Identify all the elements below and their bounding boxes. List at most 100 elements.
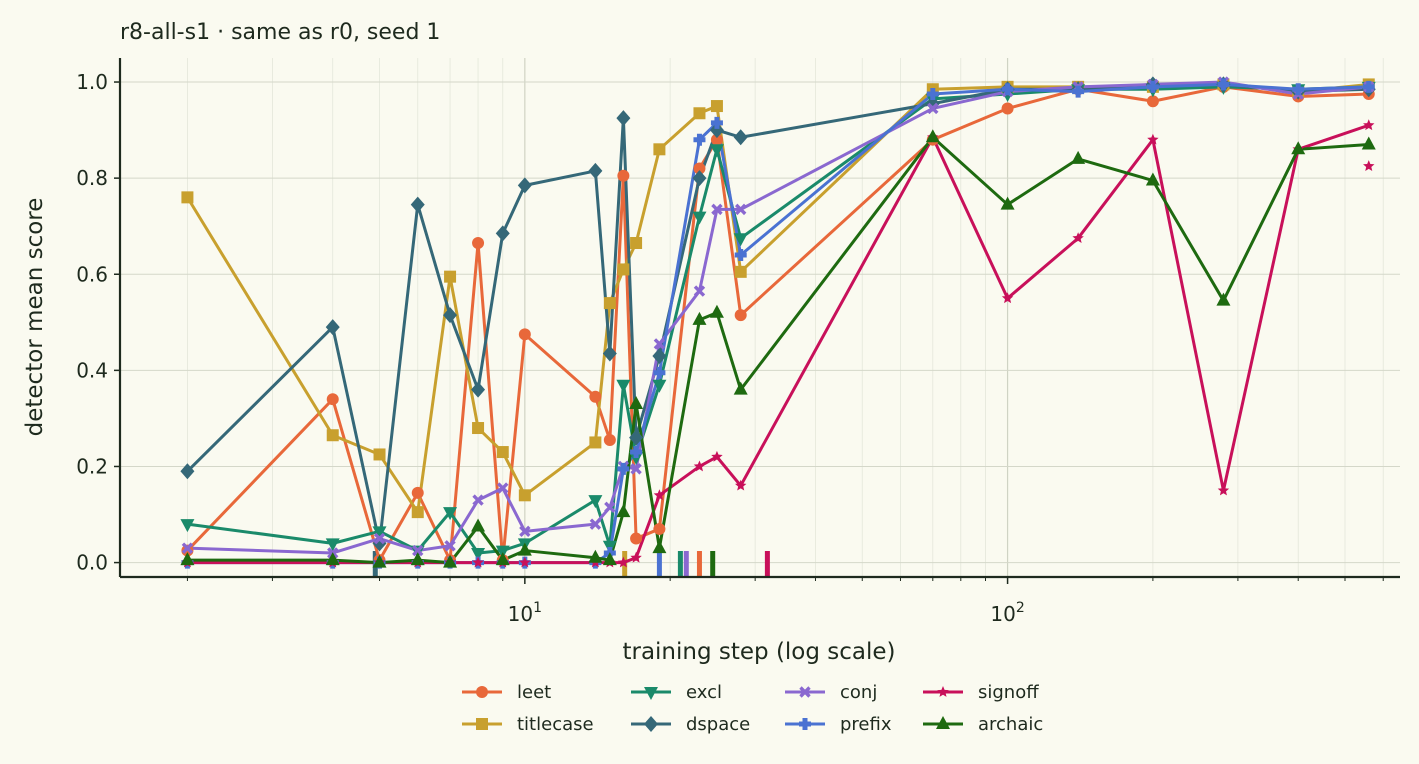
data-point	[653, 143, 666, 156]
data-point	[693, 460, 706, 472]
x-ticks: 101 102	[186, 577, 1384, 626]
data-point	[1072, 85, 1085, 98]
data-point	[629, 429, 644, 446]
data-point	[1071, 150, 1086, 164]
data-point	[412, 544, 424, 557]
data-point	[936, 716, 950, 729]
data-point	[495, 545, 510, 559]
data-point	[476, 718, 488, 730]
data-point	[709, 122, 724, 139]
data-point	[1217, 484, 1230, 496]
data-point	[617, 556, 630, 568]
x-axis-label: training step (log scale)	[622, 639, 895, 665]
data-point	[589, 436, 602, 449]
data-point	[926, 88, 939, 101]
data-point	[471, 381, 486, 398]
data-point	[325, 319, 340, 336]
data-point	[937, 686, 949, 697]
data-point	[372, 535, 387, 552]
data-point	[1216, 292, 1231, 306]
data-point	[411, 506, 424, 519]
data-point	[495, 552, 510, 566]
data-point	[496, 446, 509, 459]
data-point	[733, 129, 748, 146]
data-point	[444, 540, 456, 552]
data-point	[733, 381, 748, 395]
data-point	[410, 552, 425, 566]
data-point	[472, 494, 484, 506]
data-point	[693, 107, 706, 120]
data-point	[1291, 141, 1306, 155]
data-point	[518, 328, 531, 341]
data-point	[472, 556, 484, 568]
data-point	[710, 100, 723, 113]
y-tick-label: 0.8	[76, 166, 108, 190]
legend-label-excl: excl	[686, 682, 722, 703]
data-point	[925, 129, 940, 143]
data-point	[630, 551, 642, 563]
data-point	[692, 311, 707, 325]
data-point	[444, 270, 457, 283]
data-point	[1361, 136, 1376, 150]
data-point	[181, 191, 194, 204]
x-tick-label: 101	[508, 600, 542, 626]
data-point	[734, 249, 747, 262]
data-point	[629, 396, 644, 409]
data-point	[588, 162, 603, 179]
y-ticks: 0.0 0.2 0.4 0.6 0.8 1.0	[76, 70, 120, 575]
data-point	[734, 203, 747, 216]
data-point	[472, 422, 485, 435]
data-point	[181, 544, 194, 557]
data-point	[411, 486, 424, 499]
data-point	[710, 133, 723, 146]
legend-label-leet: leet	[517, 682, 551, 703]
data-point	[1001, 292, 1014, 304]
data-point	[733, 233, 748, 247]
data-point	[602, 552, 617, 566]
data-point	[443, 554, 458, 568]
data-point	[652, 347, 667, 364]
data-point	[471, 547, 486, 561]
data-point	[616, 504, 631, 518]
data-point	[518, 489, 531, 502]
y-tick-label: 1.0	[76, 70, 108, 94]
data-point	[589, 518, 602, 530]
data-point	[734, 309, 747, 322]
legend-label-dspace: dspace	[686, 714, 750, 735]
data-point	[927, 102, 939, 115]
data-point	[644, 716, 658, 732]
data-point	[616, 110, 631, 127]
data-point	[653, 489, 666, 501]
y-tick-label: 0.4	[76, 358, 108, 382]
y-axis-label: detector mean score	[22, 198, 48, 437]
data-point	[519, 525, 531, 538]
data-point	[1362, 80, 1375, 93]
legend-label-signoff: signoff	[978, 682, 1039, 703]
legend-label-archaic: archaic	[978, 714, 1043, 735]
data-point	[1001, 102, 1014, 115]
data-point	[617, 462, 630, 475]
data-point	[709, 144, 724, 158]
chart-title: r8-all-s1 · same as r0, seed 1	[120, 20, 440, 45]
legend-label-prefix: prefix	[840, 714, 892, 735]
data-point	[372, 554, 387, 568]
data-point	[644, 687, 658, 700]
data-point	[630, 446, 643, 459]
data-point	[652, 540, 667, 554]
data-point	[692, 170, 707, 187]
data-point	[1363, 160, 1375, 171]
data-point	[692, 211, 707, 225]
data-point	[925, 95, 940, 112]
data-point	[443, 307, 458, 324]
data-point	[476, 686, 488, 698]
data-point	[373, 532, 386, 545]
data-point	[497, 482, 509, 494]
data-point	[630, 237, 643, 250]
data-point	[653, 338, 666, 350]
data-point	[616, 379, 631, 393]
data-point	[604, 501, 616, 514]
data-point	[180, 463, 195, 480]
data-point	[1147, 133, 1159, 145]
data-point	[180, 552, 195, 566]
